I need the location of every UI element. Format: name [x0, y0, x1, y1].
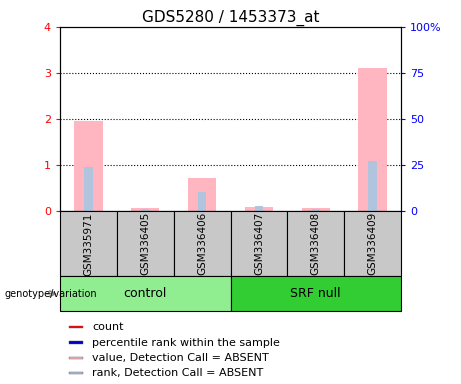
Bar — [117, 211, 174, 276]
Text: SRF null: SRF null — [290, 287, 341, 300]
Bar — [368, 161, 377, 211]
Text: control: control — [124, 287, 167, 300]
Text: value, Detection Call = ABSENT: value, Detection Call = ABSENT — [92, 353, 269, 363]
Bar — [74, 121, 102, 211]
Text: count: count — [92, 322, 124, 332]
Bar — [344, 211, 401, 276]
Text: GSM336407: GSM336407 — [254, 212, 264, 275]
Text: GSM336406: GSM336406 — [197, 212, 207, 275]
Bar — [198, 192, 207, 211]
Bar — [69, 357, 83, 359]
Bar — [60, 276, 230, 311]
Bar — [245, 207, 273, 211]
Bar — [84, 167, 93, 211]
Title: GDS5280 / 1453373_at: GDS5280 / 1453373_at — [142, 9, 319, 25]
Text: percentile rank within the sample: percentile rank within the sample — [92, 338, 280, 348]
Bar — [230, 211, 287, 276]
Text: genotype/variation: genotype/variation — [5, 289, 97, 299]
Bar — [69, 372, 83, 374]
Bar — [141, 209, 149, 211]
Bar — [301, 208, 330, 211]
Text: GSM335971: GSM335971 — [83, 212, 94, 276]
Bar — [69, 341, 83, 344]
Text: rank, Detection Call = ABSENT: rank, Detection Call = ABSENT — [92, 368, 263, 378]
Bar — [69, 326, 83, 328]
Bar — [254, 206, 263, 211]
Text: GSM336409: GSM336409 — [367, 212, 378, 275]
Bar — [312, 209, 320, 211]
Text: GSM336405: GSM336405 — [140, 212, 150, 275]
Bar — [174, 211, 230, 276]
Bar — [188, 178, 216, 211]
Bar — [230, 276, 401, 311]
Bar — [358, 68, 387, 211]
Text: GSM336408: GSM336408 — [311, 212, 321, 275]
Bar — [287, 211, 344, 276]
Bar — [60, 211, 117, 276]
Bar — [131, 208, 160, 211]
